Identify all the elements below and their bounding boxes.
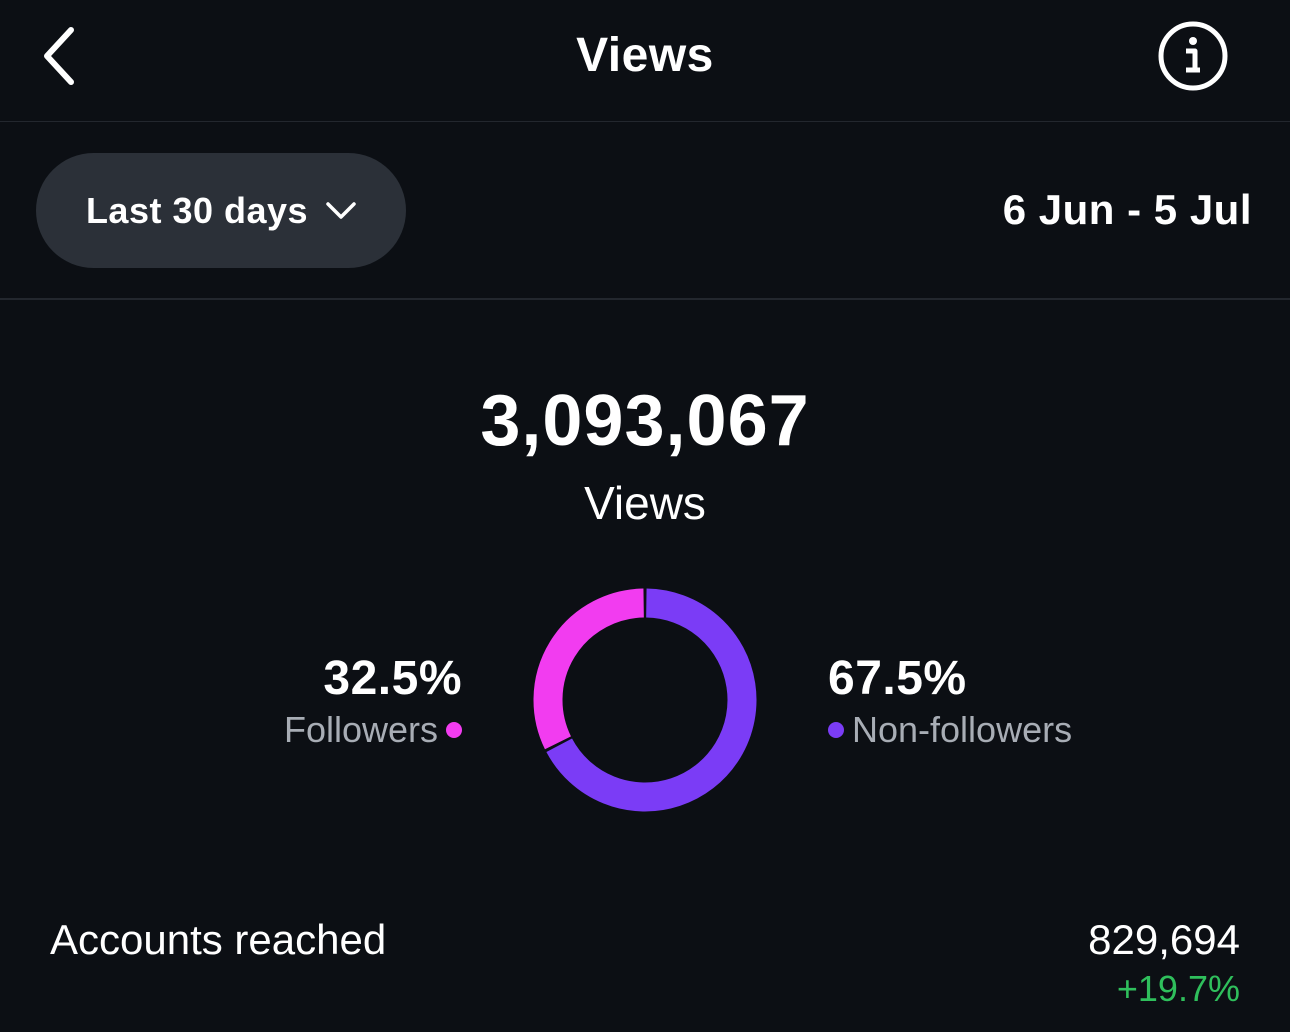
- non-followers-stat: 67.5% Non-followers: [828, 652, 1072, 754]
- non-followers-percent: 67.5%: [828, 652, 967, 705]
- total-views: 3,093,067: [480, 381, 810, 461]
- views-donut-chart: [533, 588, 757, 812]
- followers-stat: 32.5% Followers: [284, 652, 462, 754]
- info-icon: [1158, 21, 1228, 91]
- top-bar: Views: [0, 0, 1290, 122]
- accounts-reached-value: 829,694: [1088, 916, 1240, 963]
- date-range-dropdown-label: Last 30 days: [85, 189, 309, 231]
- non-followers-label: Non-followers: [852, 709, 1073, 750]
- info-button[interactable]: [1156, 20, 1230, 92]
- accounts-reached-label: Accounts reached: [50, 916, 387, 963]
- chevron-left-icon: [44, 27, 74, 85]
- back-button[interactable]: [28, 20, 90, 92]
- date-range-text: 6 Jun - 5 Jul: [1002, 186, 1252, 233]
- followers-label: Followers: [283, 709, 438, 750]
- filter-row: Last 30 days 6 Jun - 5 Jul: [0, 122, 1290, 300]
- accounts-reached-change: +19.7%: [1116, 968, 1240, 1009]
- chevron-down-icon: [326, 201, 356, 219]
- donut-slice-non-followers: [546, 588, 757, 812]
- followers-legend-dot: [446, 722, 462, 738]
- non-followers-legend-dot: [828, 722, 844, 738]
- donut-slice-followers: [533, 588, 645, 750]
- page-title: Views: [576, 29, 714, 82]
- followers-percent: 32.5%: [323, 652, 462, 705]
- total-views-label: Views: [584, 477, 706, 529]
- date-range-dropdown[interactable]: Last 30 days: [36, 153, 406, 268]
